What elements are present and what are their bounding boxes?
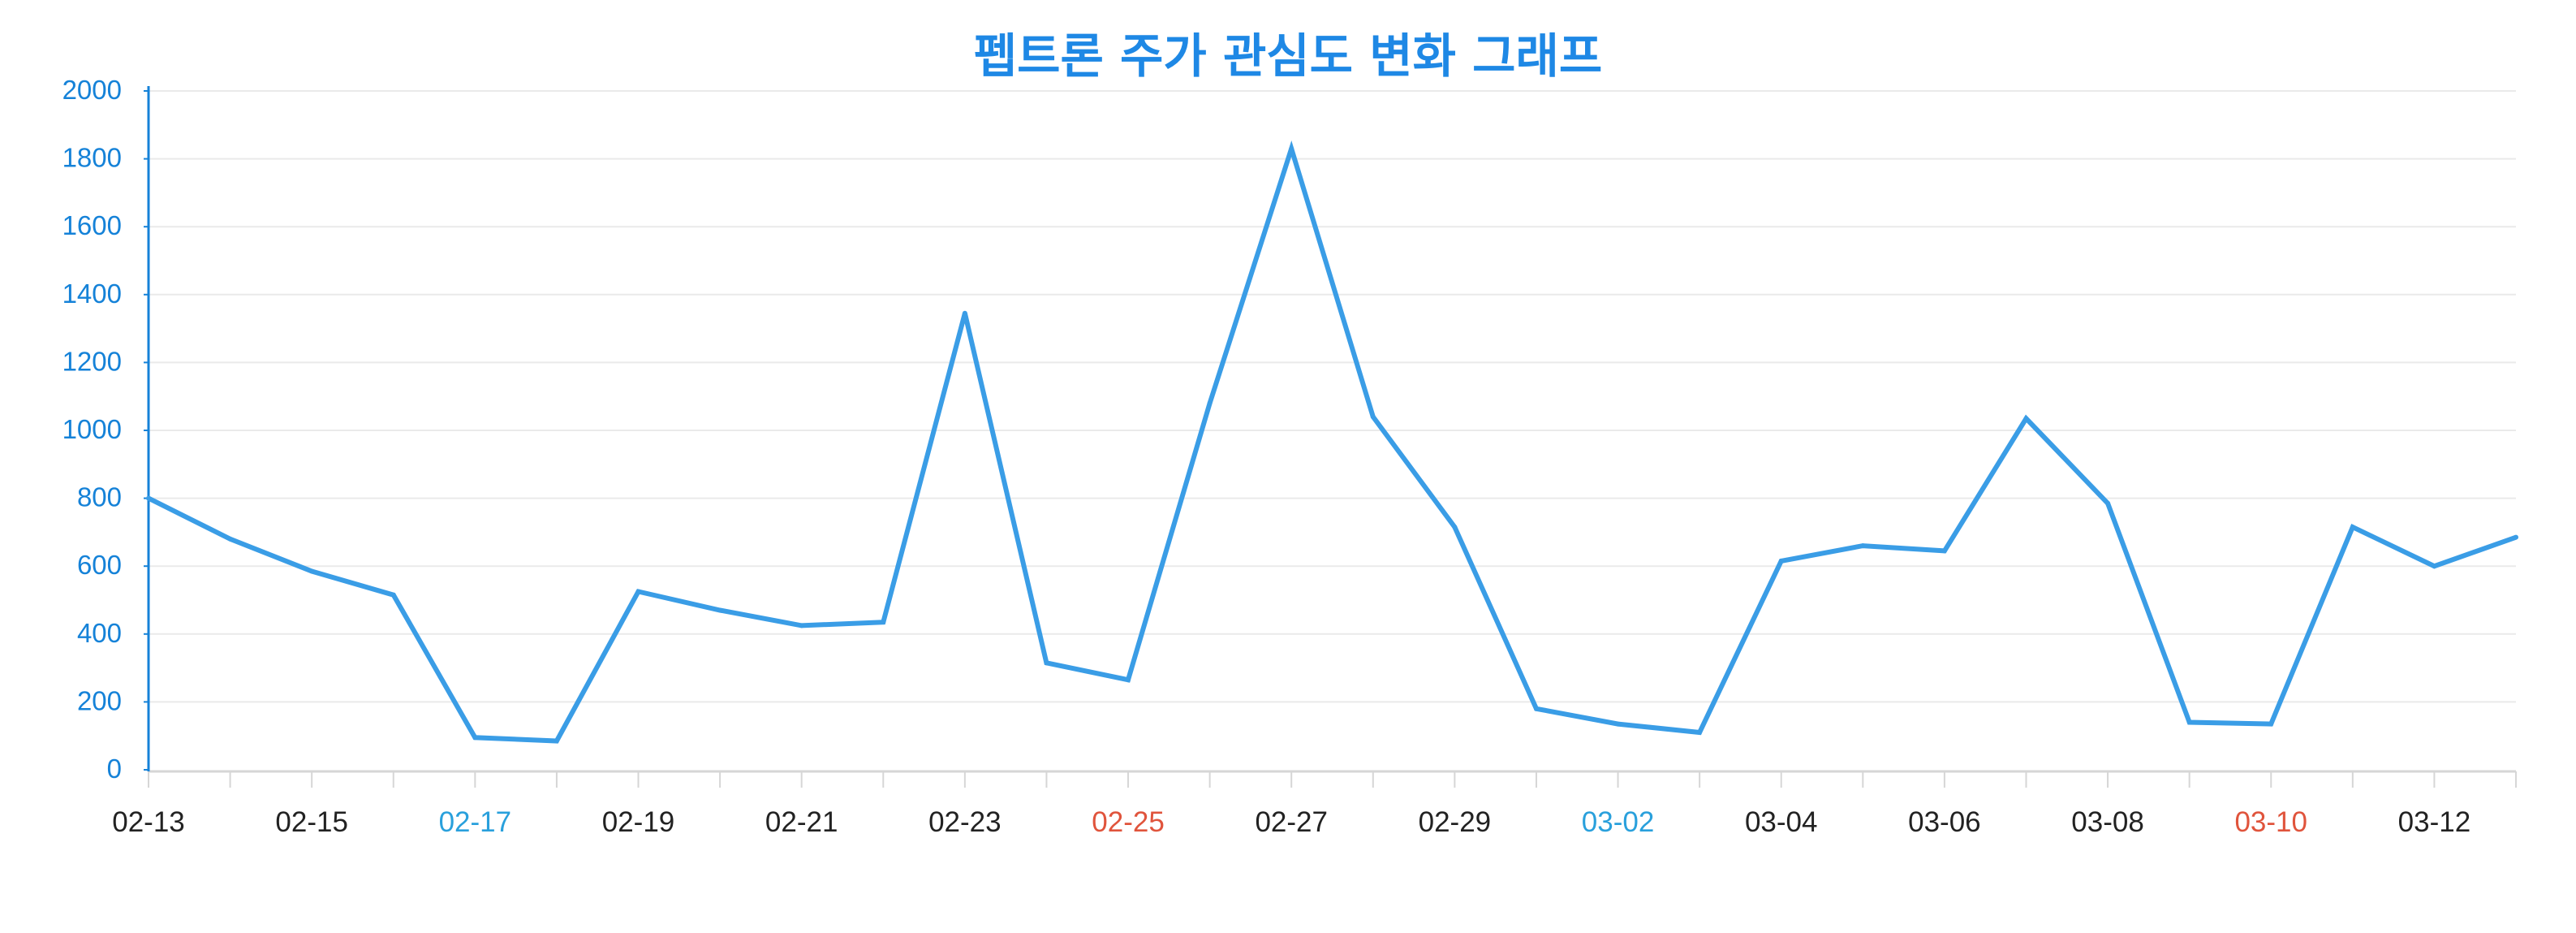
- y-tick-label: 1800: [62, 143, 122, 173]
- data-point: [554, 738, 559, 744]
- y-tick-labels: 0 200 400 600 800 1000 1200 1400 1600 1800 2000: [62, 75, 122, 784]
- data-point: [390, 592, 396, 598]
- y-tick-label: 1200: [62, 346, 122, 376]
- data-point: [227, 536, 233, 542]
- x-tick-label: 02-17: [439, 806, 512, 838]
- y-tick-label: 2000: [62, 75, 122, 105]
- data-point: [2105, 500, 2111, 506]
- x-tick-label: 03-06: [1908, 806, 1981, 838]
- x-tick-label: 02-19: [602, 806, 675, 838]
- data-point: [2023, 416, 2029, 421]
- data-point: [1533, 706, 1539, 711]
- data-point: [1207, 400, 1213, 406]
- x-tick-labels: 02-13 02-15 02-17 02-19 02-21 02-23 02-25 02-27…: [112, 806, 2470, 838]
- data-point: [2186, 719, 2192, 725]
- data-point: [799, 623, 804, 628]
- data-point: [2268, 721, 2274, 727]
- series-line: [147, 140, 2517, 744]
- data-point: [962, 310, 967, 316]
- data-point: [2514, 534, 2518, 540]
- x-tick-label: 03-12: [2398, 806, 2471, 838]
- data-point: [1860, 543, 1866, 549]
- data-point: [635, 589, 641, 594]
- x-tick-label: 02-15: [275, 806, 348, 838]
- data-point: [1044, 660, 1049, 666]
- data-point: [1370, 414, 1376, 420]
- data-point: [309, 568, 315, 574]
- y-tick-label: 1600: [62, 210, 122, 240]
- data-point: [1778, 558, 1784, 564]
- x-tick-label: 02-27: [1255, 806, 1328, 838]
- y-tick-label: 800: [77, 482, 122, 512]
- data-point: [2432, 564, 2437, 569]
- x-tick-label: 03-10: [2234, 806, 2307, 838]
- x-tick-label: 02-13: [112, 806, 185, 838]
- data-point: [1697, 730, 1703, 736]
- x-tick-label: 02-25: [1092, 806, 1165, 838]
- x-tick-label: 03-08: [2071, 806, 2144, 838]
- data-point: [146, 495, 151, 501]
- y-tick-label: 200: [77, 685, 122, 715]
- data-point: [717, 607, 723, 613]
- y-tick-label: 400: [77, 618, 122, 648]
- data-point: [881, 620, 886, 625]
- x-tick-label: 02-23: [928, 806, 1002, 838]
- y-tick-label: 1000: [62, 414, 122, 444]
- data-point: [472, 735, 478, 741]
- x-tick-label: 02-29: [1419, 806, 1492, 838]
- data-point: [1941, 548, 1947, 554]
- x-tick-label: 02-21: [765, 806, 838, 838]
- data-point: [1289, 146, 1294, 152]
- axes: [144, 86, 2517, 788]
- x-tick-label: 03-04: [1745, 806, 1818, 838]
- data-point: [1126, 677, 1131, 683]
- y-tick-label: 1400: [62, 279, 122, 309]
- data-point: [1615, 721, 1621, 727]
- y-tick-label: 600: [77, 550, 122, 580]
- y-tick-label: 0: [107, 754, 122, 784]
- data-point: [2350, 525, 2355, 530]
- grid-lines: [149, 90, 2516, 703]
- x-tick-label: 03-02: [1582, 806, 1655, 838]
- series-layer: [146, 140, 2518, 744]
- data-point: [1452, 525, 1458, 530]
- chart-title: 펩트론 주가 관심도 변화 그래프: [973, 28, 1603, 84]
